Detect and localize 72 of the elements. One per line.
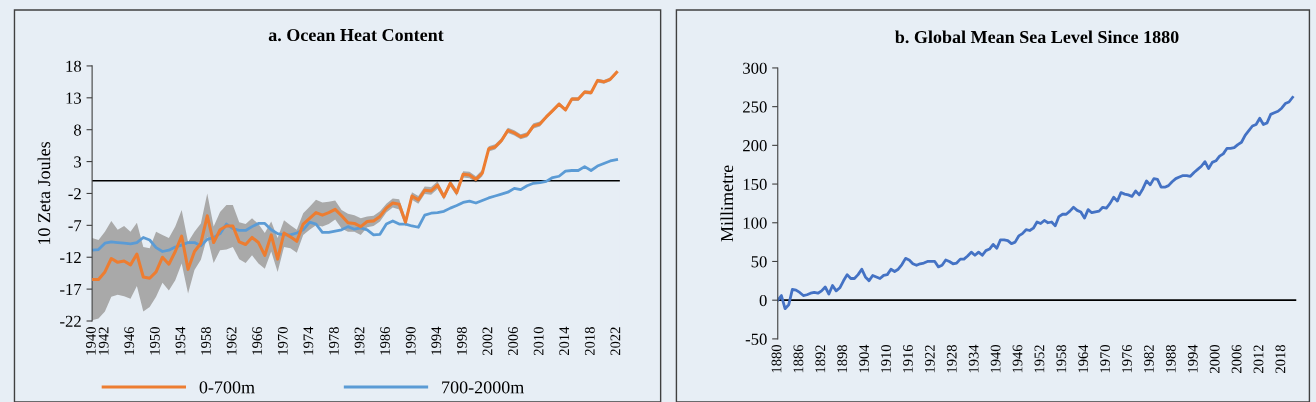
y-tick-label: -50 [745, 333, 767, 345]
x-tick-label: 2014 [559, 326, 570, 356]
legend-label: 700-2000m [442, 381, 525, 394]
x-tick-label: 2010 [533, 327, 544, 356]
x-tick-label: 1966 [252, 326, 263, 355]
x-tick-label: 2002 [482, 327, 493, 356]
x-tick-label: 1982 [1144, 345, 1154, 373]
y-tick-label: 50 [751, 256, 767, 268]
x-tick-label: 1904 [859, 344, 870, 373]
y-tick-label: 300 [743, 62, 767, 74]
x-tick-label: 1970 [277, 327, 288, 355]
x-tick-label: 1970 [1100, 345, 1111, 373]
y-axis-title: 10 Zeta Joules [37, 141, 51, 245]
chart-title: a. Ocean Heat Content [268, 28, 444, 42]
x-tick-label: 1892 [815, 345, 826, 373]
x-tick-label: 1922 [924, 345, 935, 373]
line-series [92, 158, 619, 253]
x-tick-label: 2018 [1275, 345, 1286, 373]
y-tick-label: 18 [66, 60, 82, 72]
x-tick-label: 1940 [85, 327, 96, 355]
x-tick-label: 1942 [98, 327, 109, 355]
x-tick-label: 1954 [175, 326, 186, 355]
x-tick-label: 2018 [584, 327, 595, 356]
x-tick-label: 1976 [1122, 344, 1132, 373]
x-tick-label: 1950 [149, 327, 160, 355]
x-tick-label: 1910 [881, 345, 891, 373]
x-tick-label: 1982 [354, 327, 365, 355]
x-tick-label: 1928 [946, 345, 957, 373]
x-tick-label: 2000 [1209, 345, 1220, 373]
y-tick-label: 250 [743, 101, 767, 113]
x-tick-label: 2006 [508, 326, 518, 356]
x-tick-label: 1880 [771, 345, 782, 373]
line-series [92, 70, 619, 282]
x-tick-label: 1946 [1012, 344, 1023, 373]
y-tick-label: -2 [68, 188, 81, 200]
x-tick-label: 1952 [1034, 345, 1045, 373]
x-tick-label: 1940 [990, 345, 1001, 373]
x-tick-label: 1986 [380, 326, 391, 355]
x-tick-label: 1886 [793, 344, 804, 373]
y-tick-label: 0 [759, 294, 767, 307]
y-tick-label: -17 [60, 283, 82, 295]
y-tick-label: 100 [743, 217, 767, 229]
y-tick-label: 150 [743, 178, 767, 191]
y-axis-title: Millimetre [720, 165, 734, 242]
x-tick-label: 1916 [903, 344, 913, 373]
chart-title: b. Global Mean Sea Level Since 1880 [895, 30, 1179, 44]
x-tick-label: 2022 [610, 327, 621, 356]
y-tick-label: -12 [60, 251, 81, 264]
y-tick-label: 3 [74, 156, 82, 168]
x-tick-label: 1998 [456, 327, 467, 355]
x-tick-label: 1994 [1187, 344, 1198, 373]
y-tick-label: -7 [68, 220, 82, 232]
x-tick-label: 1990 [405, 327, 416, 355]
x-tick-label: 1964 [1078, 344, 1089, 373]
x-tick-label: 1958 [1056, 345, 1067, 373]
x-tick-label: 1988 [1165, 345, 1176, 373]
line-series [777, 95, 1294, 311]
x-tick-label: 1978 [329, 327, 339, 355]
x-tick-label: 2012 [1253, 345, 1264, 373]
y-tick-label: -22 [60, 315, 81, 327]
x-tick-label: 1958 [201, 327, 211, 355]
y-tick-label: 8 [74, 124, 82, 136]
x-tick-label: 1934 [968, 344, 979, 373]
x-tick-label: 1946 [124, 326, 135, 355]
x-tick-label: 1994 [431, 326, 442, 355]
y-tick-label: 13 [66, 92, 82, 104]
x-tick-label: 2006 [1231, 344, 1242, 373]
y-tick-label: 200 [743, 140, 767, 152]
x-tick-label: 1962 [226, 327, 237, 355]
legend-label: 0-700m [199, 381, 255, 394]
x-tick-label: 1974 [303, 326, 314, 355]
x-tick-label: 1898 [837, 345, 848, 373]
